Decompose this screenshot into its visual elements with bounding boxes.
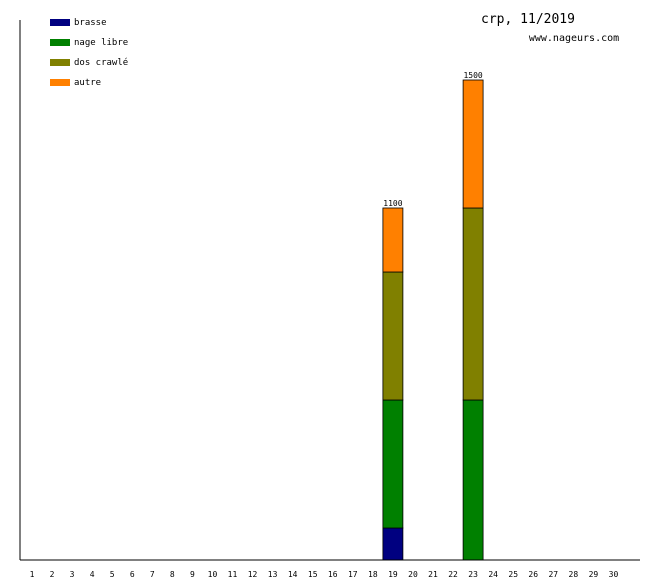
totals-layer: 1100 1500 <box>383 71 483 208</box>
x-tick-label: 22 <box>448 570 458 579</box>
x-tick-label: 2 <box>50 570 55 579</box>
x-tick-label: 7 <box>150 570 155 579</box>
bar-segment <box>382 271 404 401</box>
x-tick-label: 1 <box>30 570 35 579</box>
x-tick-label: 30 <box>609 570 619 579</box>
x-tick-label: 13 <box>268 570 278 579</box>
legend-swatch-2 <box>50 59 70 66</box>
bar-total-label: 1500 <box>463 71 482 80</box>
x-tick-label: 6 <box>130 570 135 579</box>
x-tick-label: 9 <box>190 570 195 579</box>
legend-swatch-3 <box>50 79 70 86</box>
legend: brasse nage libre dos crawlé autre <box>50 18 128 88</box>
x-tick-label: 27 <box>548 570 558 579</box>
chart-title: crp, 11/2019 <box>481 12 575 27</box>
bar-total-label: 1100 <box>383 199 402 208</box>
axes <box>19 20 640 561</box>
x-tick-label: 28 <box>569 570 579 579</box>
x-tick-label: 26 <box>528 570 538 579</box>
x-tick-label: 24 <box>488 570 498 579</box>
x-tick-label: 17 <box>348 570 358 579</box>
bar-segment <box>462 79 484 209</box>
bar-segment <box>462 399 484 561</box>
bar-segment <box>382 527 404 561</box>
x-tick-label: 14 <box>288 570 298 579</box>
x-tick-labels: 1 2 3 4 5 6 7 8 9 10 11 12 13 14 15 16 17 18 19 20 21 22 23 24 2… <box>30 570 619 579</box>
x-tick-label: 10 <box>208 570 218 579</box>
x-tick-label: 12 <box>248 570 258 579</box>
bars-layer <box>382 79 484 561</box>
x-tick-label: 21 <box>428 570 438 579</box>
x-tick-label: 23 <box>468 570 478 579</box>
bar-segment <box>462 207 484 401</box>
site-url: www.nageurs.com <box>529 33 619 44</box>
bar-segment <box>382 207 404 273</box>
x-tick-label: 3 <box>70 570 75 579</box>
bar-segment <box>382 399 404 529</box>
x-tick-label: 25 <box>508 570 518 579</box>
x-tick-label: 5 <box>110 570 115 579</box>
x-tick-label: 29 <box>589 570 599 579</box>
legend-label: nage libre <box>74 38 128 48</box>
x-tick-label: 4 <box>90 570 95 579</box>
legend-label: dos crawlé <box>74 57 128 68</box>
x-tick-label: 15 <box>308 570 318 579</box>
legend-label: autre <box>74 78 101 88</box>
x-tick-label: 8 <box>170 570 175 579</box>
x-tick-label: 11 <box>228 570 238 579</box>
legend-swatch-1 <box>50 39 70 46</box>
legend-swatch-0 <box>50 19 70 26</box>
x-tick-label: 18 <box>368 570 378 579</box>
legend-label: brasse <box>74 18 107 28</box>
x-tick-label: 16 <box>328 570 338 579</box>
x-tick-label: 19 <box>388 570 398 579</box>
x-tick-label: 20 <box>408 570 418 579</box>
